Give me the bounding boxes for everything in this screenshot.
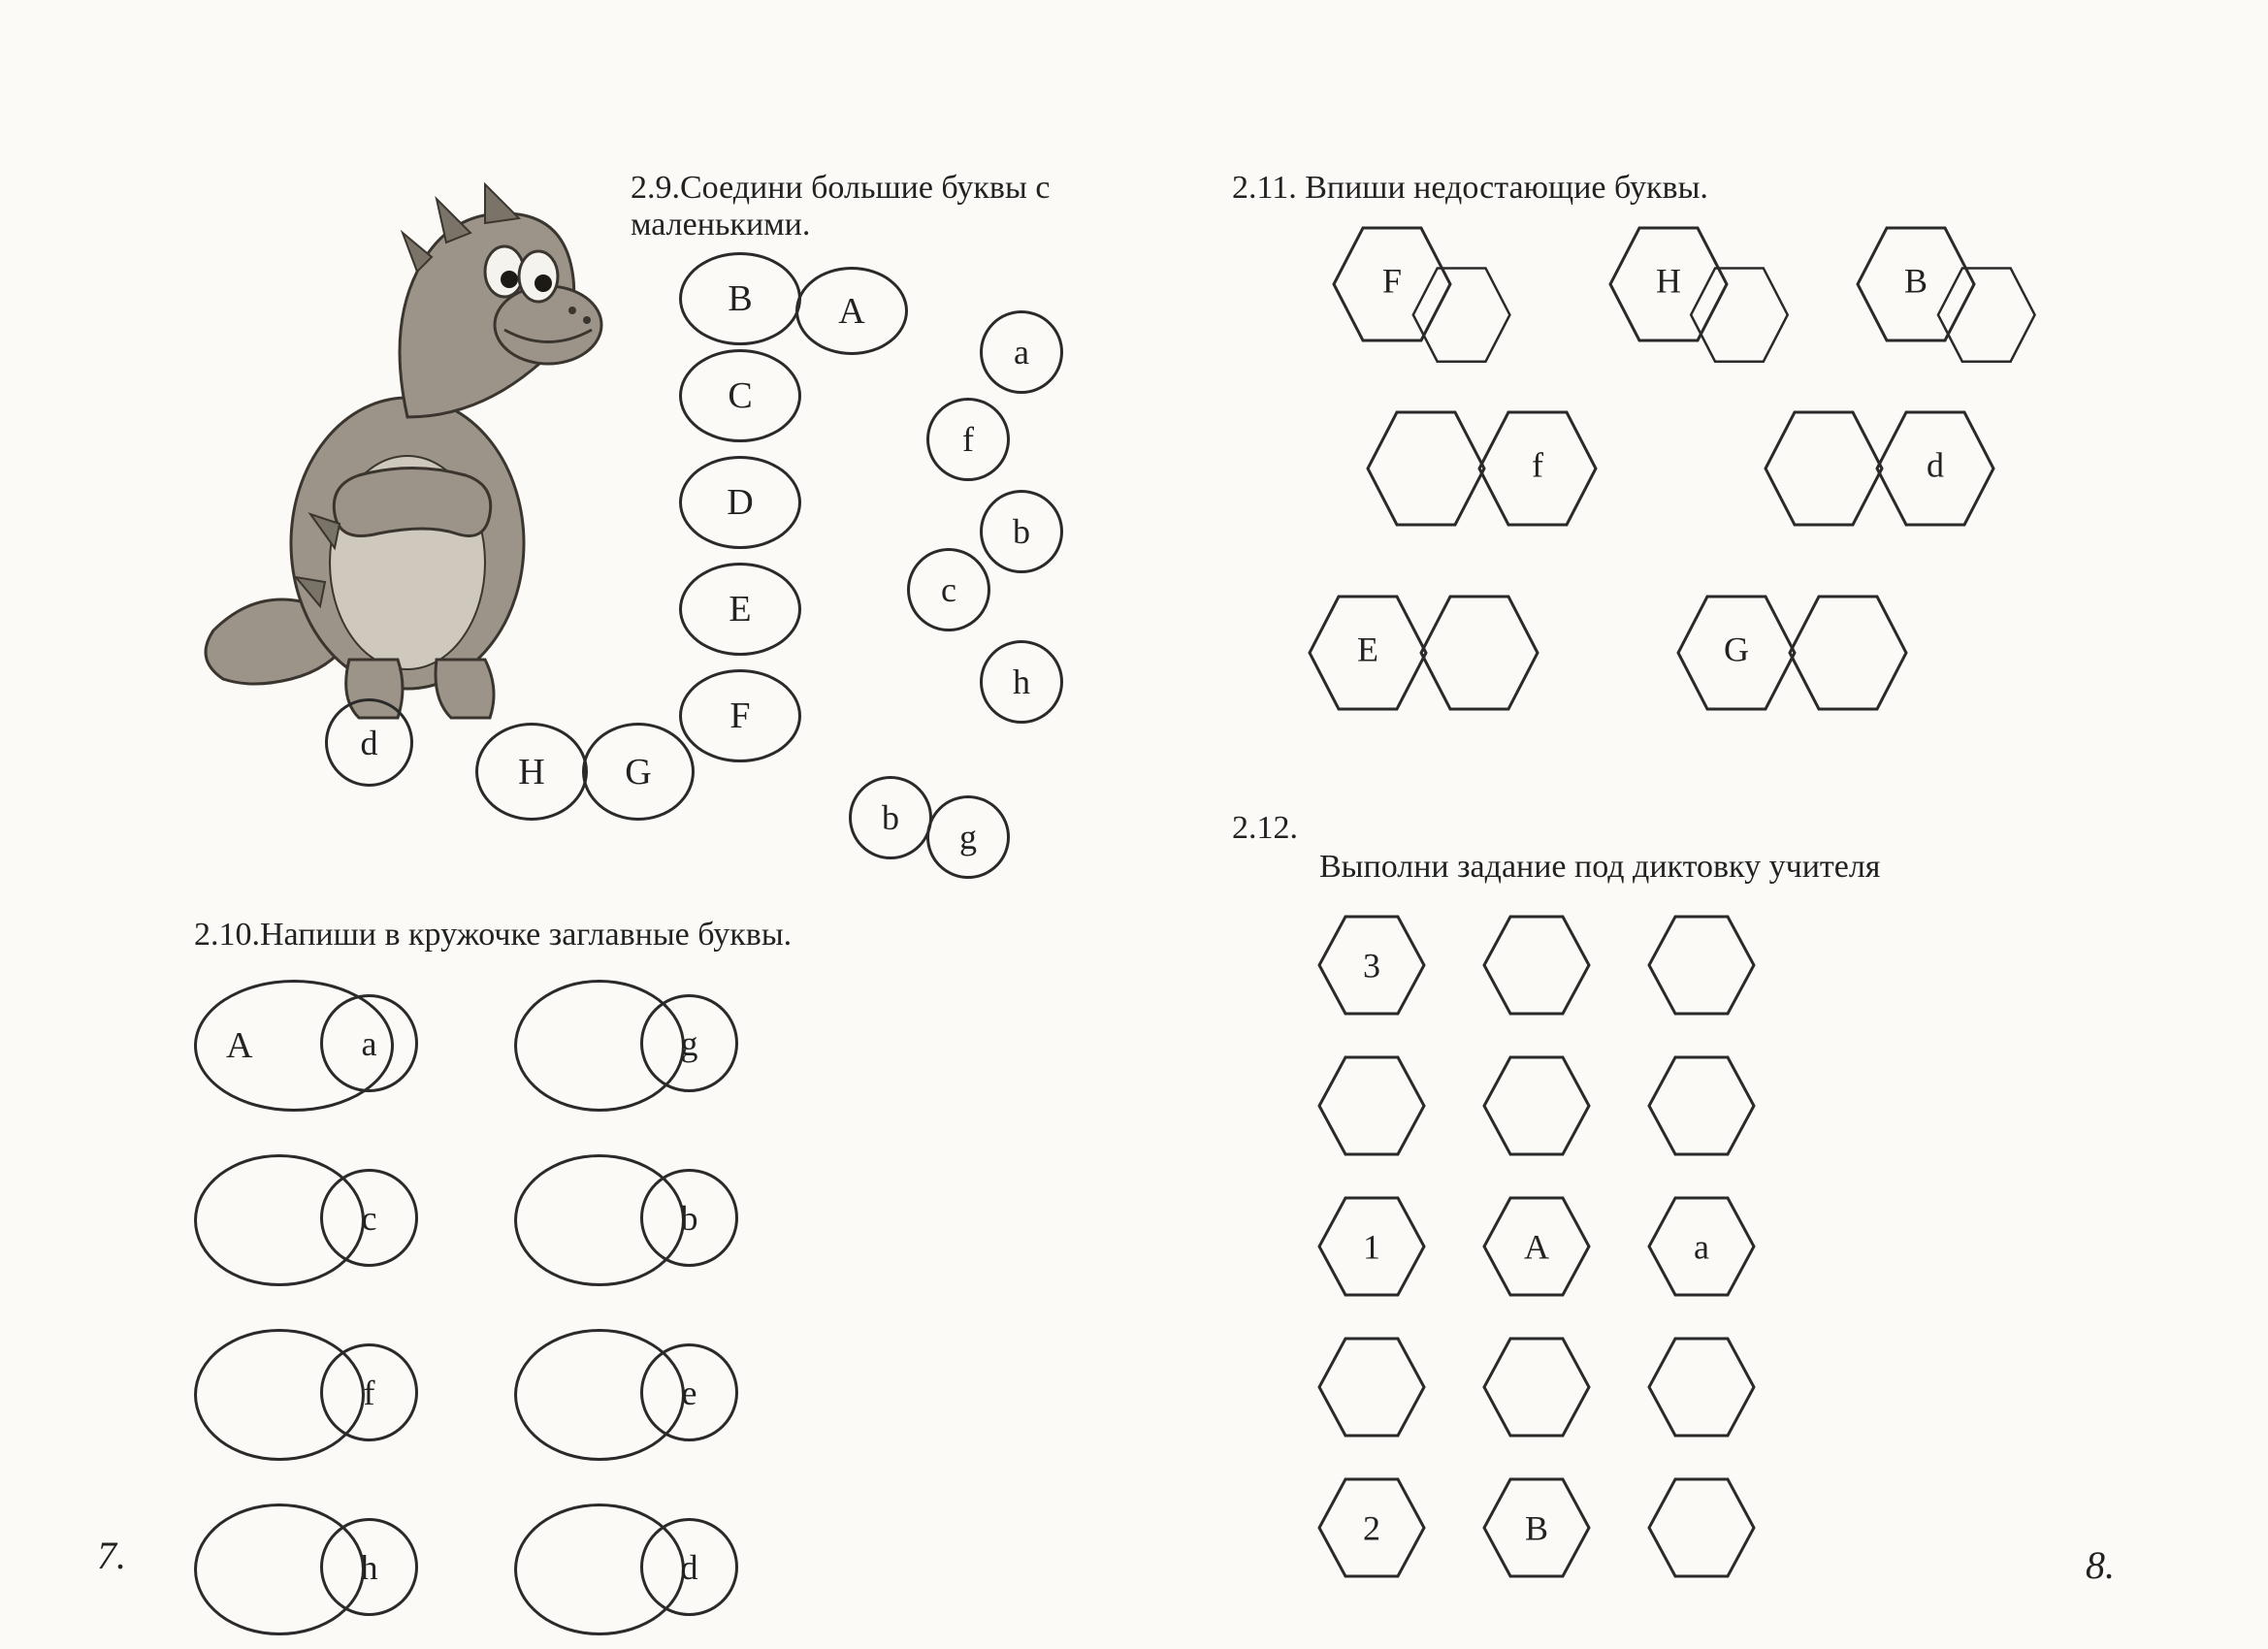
ex210-low-0: a: [320, 994, 418, 1092]
ex29-upper-D: D: [679, 456, 801, 549]
ex29-lower-b: b: [980, 490, 1063, 573]
ex210-low-5: e: [640, 1343, 738, 1441]
ex29-upper-A: A: [795, 267, 908, 355]
svg-text:f: f: [1532, 445, 1543, 484]
ex210-low-7: d: [640, 1518, 738, 1616]
ex210-low-2: c: [320, 1169, 418, 1267]
ex29-upper-H: H: [475, 723, 588, 821]
ex211-pair-0[interactable]: F: [1334, 228, 1509, 362]
letter: h: [1013, 662, 1030, 702]
ex212-hex-label: 2: [1363, 1508, 1380, 1547]
letter: D: [727, 481, 753, 524]
ex211-hexes: F H B f d E: [1242, 218, 2115, 761]
svg-text:B: B: [1904, 261, 1928, 300]
ex212-hex[interactable]: [1319, 1339, 1424, 1436]
letter: c: [941, 569, 956, 610]
ex212-hex[interactable]: [1484, 1057, 1589, 1154]
svg-text:H: H: [1656, 261, 1681, 300]
ex211-pair-3[interactable]: f: [1368, 412, 1596, 525]
ex211-pair-2[interactable]: B: [1858, 228, 2035, 362]
ex212-hex-label: a: [1694, 1227, 1709, 1266]
ex212-hex[interactable]: [1649, 1057, 1754, 1154]
ex212-grid: 3 1 Aa 2 B: [1310, 907, 1853, 1625]
letter: g: [681, 1023, 698, 1064]
letter: B: [728, 277, 752, 320]
letter: b: [1013, 511, 1030, 552]
letter: b: [681, 1198, 698, 1239]
letter: h: [361, 1547, 378, 1588]
ex212-hex[interactable]: [1484, 1339, 1589, 1436]
letter: C: [728, 374, 752, 417]
ex211-pair-5[interactable]: E: [1310, 597, 1538, 709]
ex29-lower-d: d: [325, 698, 413, 787]
ex29-upper-E: E: [679, 563, 801, 656]
page-num-left: 7.: [97, 1533, 126, 1578]
letter: H: [518, 751, 544, 793]
ex212-title: Выполни задание под диктовку учителя: [1319, 849, 1880, 886]
letter: f: [962, 419, 974, 460]
ex210-low-6: h: [320, 1518, 418, 1616]
ex212-hex[interactable]: [1649, 1339, 1754, 1436]
letter: A: [226, 1024, 252, 1067]
ex212-hex[interactable]: [1649, 1479, 1754, 1576]
letter: g: [959, 817, 977, 857]
dinosaur-illustration: [184, 175, 601, 718]
ex212-number: 2.12.: [1232, 810, 1298, 847]
page-num-right: 8.: [2086, 1542, 2115, 1588]
worksheet-page: 2.9.Соедини большие буквы с маленькими. …: [0, 0, 2268, 1649]
ex29-title: 2.9.Соедини большие буквы с маленькими.: [631, 170, 1116, 243]
letter: a: [362, 1023, 377, 1064]
ex29-lower-c: c: [907, 548, 990, 631]
svg-text:d: d: [1927, 445, 1944, 484]
svg-text:F: F: [1382, 261, 1402, 300]
ex29-lower-f: f: [926, 398, 1010, 481]
letter: d: [361, 723, 378, 763]
letter: f: [364, 1373, 375, 1413]
ex29-lower-h: h: [980, 640, 1063, 724]
letter: b: [882, 797, 899, 838]
ex211-title: 2.11. Впиши недостающие буквы.: [1232, 170, 1708, 207]
ex29-upper-C: C: [679, 349, 801, 442]
letter: E: [729, 588, 751, 630]
ex29-lower-a: a: [980, 310, 1063, 394]
letter: G: [625, 751, 651, 793]
ex211-pair-1[interactable]: H: [1610, 228, 1788, 362]
ex210-title: 2.10.Напиши в кружочке заглавные буквы.: [194, 917, 792, 954]
ex212-hex[interactable]: [1649, 917, 1754, 1014]
ex212-hex-label: 1: [1363, 1227, 1380, 1266]
letter: a: [1014, 332, 1029, 372]
ex212-hex-label: B: [1525, 1508, 1548, 1547]
ex212-hex[interactable]: [1484, 917, 1589, 1014]
ex210-low-4: f: [320, 1343, 418, 1441]
letter: e: [682, 1373, 697, 1413]
ex212-hex[interactable]: [1319, 1057, 1424, 1154]
letter: d: [681, 1547, 698, 1588]
ex212-hex-label: A: [1524, 1227, 1549, 1266]
ex210-low-3: b: [640, 1169, 738, 1267]
letter: c: [362, 1198, 377, 1239]
letter: A: [838, 290, 864, 333]
ex29-upper-G: G: [582, 723, 695, 821]
ex29-lower-g: g: [926, 795, 1010, 879]
svg-text:E: E: [1357, 630, 1378, 668]
ex210-low-1: g: [640, 994, 738, 1092]
ex29-upper-B: B: [679, 252, 801, 345]
ex29-upper-F: F: [679, 669, 801, 762]
ex211-pair-4[interactable]: d: [1766, 412, 1993, 525]
ex29-lower-b2: b: [849, 776, 932, 859]
ex211-pair-6[interactable]: G: [1678, 597, 1906, 709]
letter: F: [729, 695, 750, 737]
ex212-hex-label: 3: [1363, 946, 1380, 985]
svg-text:G: G: [1724, 630, 1749, 668]
